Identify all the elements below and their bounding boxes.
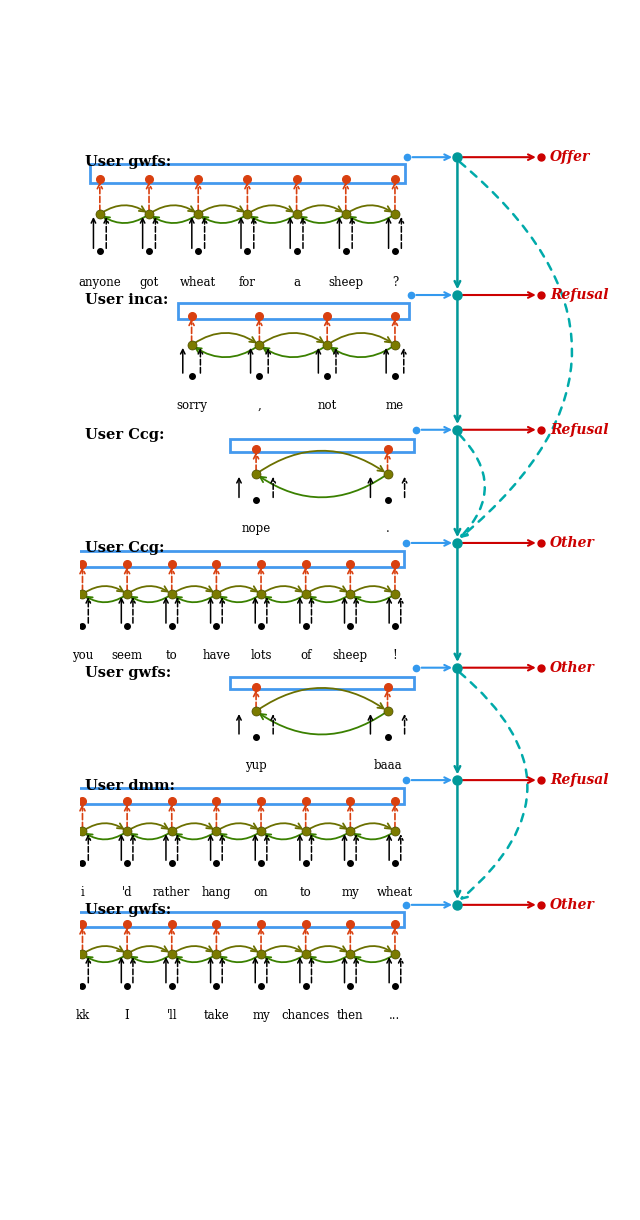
Text: !: ! [392, 649, 397, 662]
Text: Other: Other [550, 898, 595, 911]
Text: I: I [125, 1009, 129, 1022]
Text: on: on [253, 887, 268, 899]
Text: you: you [72, 649, 93, 662]
Text: take: take [204, 1009, 229, 1022]
Text: to: to [300, 887, 312, 899]
Text: anyone: anyone [79, 276, 121, 289]
Text: seem: seem [111, 649, 143, 662]
Text: Refusal: Refusal [550, 423, 609, 437]
Text: ,: , [257, 399, 261, 412]
Text: lots: lots [250, 649, 272, 662]
Text: a: a [293, 276, 300, 289]
Text: chances: chances [282, 1009, 330, 1022]
Text: got: got [140, 276, 159, 289]
Text: .: . [386, 522, 389, 536]
Text: then: then [337, 1009, 364, 1022]
Text: not: not [317, 399, 337, 412]
Text: my: my [252, 1009, 270, 1022]
Text: User Ccg:: User Ccg: [85, 542, 164, 555]
Text: Offer: Offer [550, 150, 590, 165]
Text: sheep: sheep [328, 276, 364, 289]
Text: sorry: sorry [176, 399, 207, 412]
Text: to: to [166, 649, 178, 662]
Text: baaa: baaa [373, 759, 402, 771]
Text: User gwfs:: User gwfs: [85, 666, 172, 681]
Text: yup: yup [245, 759, 267, 771]
Text: me: me [386, 399, 404, 412]
Text: Refusal: Refusal [550, 773, 609, 787]
Text: my: my [342, 887, 359, 899]
Text: Other: Other [550, 536, 595, 550]
Text: User gwfs:: User gwfs: [85, 155, 172, 168]
Text: wheat: wheat [377, 887, 413, 899]
Text: User dmm:: User dmm: [85, 778, 175, 793]
Text: wheat: wheat [180, 276, 216, 289]
Text: Refusal: Refusal [550, 288, 609, 303]
Text: Other: Other [550, 661, 595, 675]
Text: User Ccg:: User Ccg: [85, 428, 164, 442]
Text: 'd: 'd [122, 887, 132, 899]
Text: of: of [300, 649, 312, 662]
Text: User inca:: User inca: [85, 294, 168, 307]
Text: ...: ... [389, 1009, 401, 1022]
Text: sheep: sheep [333, 649, 368, 662]
Text: User gwfs:: User gwfs: [85, 903, 172, 917]
Text: nope: nope [241, 522, 271, 536]
Text: i: i [81, 887, 84, 899]
Text: rather: rather [153, 887, 191, 899]
Text: kk: kk [76, 1009, 90, 1022]
Text: hang: hang [202, 887, 231, 899]
Text: ?: ? [392, 276, 398, 289]
Text: for: for [239, 276, 256, 289]
Text: 'll: 'll [166, 1009, 177, 1022]
Text: have: have [202, 649, 230, 662]
